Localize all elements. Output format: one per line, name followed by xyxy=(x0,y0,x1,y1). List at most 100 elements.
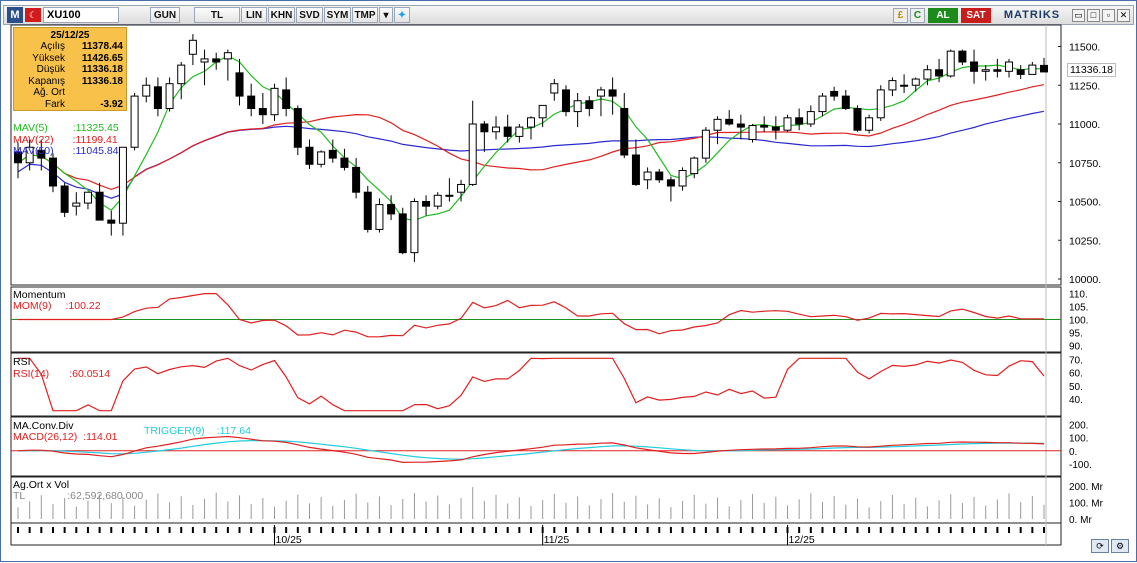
info-date: 25/12/25 xyxy=(50,30,90,41)
ohlc-info-box: 25/12/25 Açılış 11378.44 Yüksek 11426.65 D… xyxy=(13,27,127,111)
candle-down xyxy=(666,179,675,187)
momentum-axis-label: 110. xyxy=(1069,290,1088,301)
month-label: 11/25 xyxy=(544,534,570,546)
candle-up xyxy=(701,129,710,159)
candle-down xyxy=(655,171,664,181)
candle-up xyxy=(515,126,524,137)
candle-up xyxy=(492,126,501,133)
month-label: 12/25 xyxy=(789,534,815,546)
candle-up xyxy=(876,89,885,119)
candle-up xyxy=(165,83,174,109)
candle-up xyxy=(690,157,699,175)
momentum-axis-label: 105. xyxy=(1069,303,1088,314)
candle-up xyxy=(200,58,209,63)
trigger-legend: TRIGGER(9):117.64 xyxy=(144,425,251,437)
template-button[interactable]: TMP xyxy=(352,7,378,23)
volume-legend: TL:62,592,680.000 xyxy=(13,490,144,502)
panel-frame-vol xyxy=(10,476,1062,524)
info-high-value: 11426.65 xyxy=(81,52,123,64)
candle-down xyxy=(235,72,244,97)
candle-down xyxy=(970,61,979,72)
info-avg-label: Ağ. Ort xyxy=(33,87,65,98)
currency-button[interactable]: TL xyxy=(194,7,240,23)
buy-button[interactable]: AL xyxy=(928,7,958,23)
macd-title: MA.Conv.Div xyxy=(13,420,74,432)
candle-down xyxy=(561,89,570,113)
info-high-label: Yüksek xyxy=(32,52,65,64)
info-diff-label: Fark xyxy=(45,98,65,110)
candle-down xyxy=(841,95,850,109)
candle-down xyxy=(830,90,839,97)
candle-down xyxy=(398,213,407,254)
momentum-title: Momentum xyxy=(13,289,66,301)
sell-button[interactable]: SAT xyxy=(961,7,991,23)
candle-up xyxy=(375,204,384,230)
candle-up xyxy=(445,194,454,197)
pound-icon[interactable]: £ xyxy=(893,7,908,23)
candle-down xyxy=(293,108,302,148)
mav5-legend: MAV(5) :11325.45 xyxy=(13,122,119,134)
matriks-logo-icon[interactable]: M xyxy=(7,7,23,23)
minimize-icon[interactable]: ▫ xyxy=(1102,8,1115,22)
dock-icon[interactable]: ▭ xyxy=(1072,8,1085,22)
info-low-label: Düşük xyxy=(36,64,65,75)
price-axis-label: 10750. xyxy=(1069,158,1101,170)
candle-up xyxy=(142,84,151,97)
candle-up xyxy=(818,95,827,113)
candle-down xyxy=(107,219,116,224)
price-axis-label: 11250. xyxy=(1069,80,1100,92)
candle-up xyxy=(643,171,652,181)
panel-frame-rsi xyxy=(10,352,1062,417)
restore-icon[interactable]: □ xyxy=(1087,8,1100,22)
chevron-down-icon[interactable]: ▾ xyxy=(379,7,393,23)
candle-down xyxy=(620,108,629,156)
twitter-icon[interactable]: ✦ xyxy=(394,7,410,23)
candle-down xyxy=(48,157,57,187)
brand-label: MATRIKS xyxy=(1003,9,1061,21)
candle-down xyxy=(328,149,337,159)
candle-up xyxy=(783,117,792,131)
macd-legend: MACD(26,12):114.01 xyxy=(13,431,118,443)
candle-down xyxy=(760,125,769,128)
chart-toolbar: M ☾ XU100 GUN TL LIN KHN SVD SYM TMP ▾ ✦… xyxy=(3,5,1134,25)
refresh-icon[interactable]: ⟳ xyxy=(1091,539,1109,553)
candle-down xyxy=(352,166,361,193)
candle-up xyxy=(317,151,326,165)
panel-frame-price xyxy=(10,24,1062,286)
symbol-input[interactable]: XU100 xyxy=(43,7,119,23)
scale-button[interactable]: LIN xyxy=(241,7,267,23)
candle-up xyxy=(981,69,990,72)
rsi-legend: RSI(14):60.0514 xyxy=(13,368,111,380)
save-button[interactable]: SVD xyxy=(296,7,323,23)
price-axis-label: 11500. xyxy=(1069,42,1100,54)
candle-up xyxy=(25,146,34,164)
candle-up xyxy=(527,117,535,128)
candle-down xyxy=(958,50,967,63)
candle-down xyxy=(480,123,489,133)
candle-down xyxy=(14,151,22,164)
settings-icon[interactable]: ⚙ xyxy=(1111,539,1129,553)
info-close-label: Kapanış xyxy=(28,75,65,87)
close-icon[interactable]: ✕ xyxy=(1117,8,1130,22)
rsi-axis-label: 60. xyxy=(1069,369,1083,380)
candle-down xyxy=(212,58,221,63)
candle-up xyxy=(410,201,419,254)
rsi-line xyxy=(18,357,1045,412)
price-axis-label: 10500. xyxy=(1069,197,1101,209)
candle-down xyxy=(387,204,396,215)
momentum-line xyxy=(18,293,1045,338)
candle-down xyxy=(247,95,256,109)
macd-line xyxy=(17,435,1045,464)
symbol-button[interactable]: SYM xyxy=(324,7,351,23)
candle-up xyxy=(270,87,279,116)
chart-type-button[interactable]: KHN xyxy=(268,7,295,23)
candle-down xyxy=(95,191,104,221)
candle-up xyxy=(468,123,477,185)
c-icon[interactable]: C xyxy=(910,7,925,23)
candle-down xyxy=(153,86,162,110)
candle-down xyxy=(1016,69,1025,75)
candle-up xyxy=(130,95,139,148)
period-button[interactable]: GUN xyxy=(150,7,180,23)
